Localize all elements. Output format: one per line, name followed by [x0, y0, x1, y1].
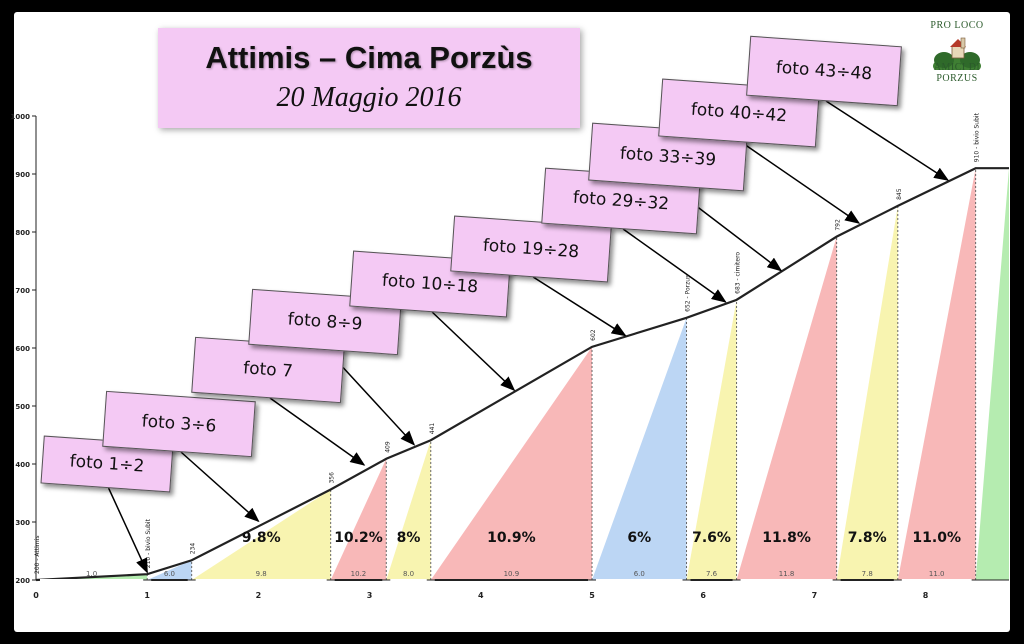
elevation-point-label: 356	[329, 472, 336, 484]
segment-area-5	[430, 346, 592, 580]
y-tick-label: 700	[15, 287, 30, 295]
x-tick-label: 8	[923, 591, 929, 600]
title-box: Attimis – Cima Porzùs 20 Maggio 2016	[158, 28, 580, 128]
elevation-point-label: 792	[835, 219, 842, 231]
callout-arrow	[107, 487, 148, 574]
logo-bottom-text: AMICI DI PORZUS	[933, 62, 981, 84]
segment-axis-label: 7.8	[862, 570, 873, 578]
segment-area-7	[686, 299, 737, 580]
x-tick-label: 7	[812, 591, 818, 600]
elevation-point-label: 652 - Porzus	[685, 275, 692, 312]
segment-axis-label: 11.0	[929, 570, 945, 578]
gradient-label: 6%	[627, 530, 651, 546]
x-tick-label: 1	[144, 591, 150, 600]
elevation-point-label: 845	[896, 188, 903, 200]
y-tick-label: 200	[15, 577, 30, 585]
photo-callout: foto 43÷48	[746, 35, 902, 107]
y-tick-label: 800	[15, 229, 30, 237]
segment-axis-label: 7.6	[706, 570, 718, 578]
segment-axis-label: 9.8	[256, 570, 267, 578]
segment-area-11	[975, 168, 1009, 580]
y-tick-label: 600	[15, 345, 30, 353]
y-tick-label: 400	[15, 461, 30, 469]
logo-top-text: PRO LOCO	[930, 20, 984, 31]
segment-area-1	[147, 560, 192, 580]
x-tick-label: 0	[33, 591, 39, 600]
callout-arrow	[180, 451, 260, 523]
segment-area-4	[386, 440, 431, 580]
y-tick-label: 300	[15, 519, 30, 527]
y-tick-label: 1000	[11, 113, 31, 121]
segment-axis-label: 1.0	[86, 570, 97, 578]
gradient-label: 8%	[397, 530, 421, 546]
segment-axis-label: 10.9	[504, 570, 520, 578]
x-tick-label: 3	[367, 591, 373, 600]
photo-callout: foto 3÷6	[102, 390, 256, 458]
chart-title: Attimis – Cima Porzùs	[205, 40, 533, 75]
segment-axis-label: 6.0	[164, 570, 175, 578]
pro-loco-logo: PRO LOCO AMICI DI PORZUS	[912, 18, 1002, 90]
segment-area-6	[592, 317, 687, 580]
callout-arrow	[740, 141, 861, 224]
callout-arrow	[532, 276, 627, 337]
gradient-label: 11.0%	[912, 530, 961, 546]
gradient-label: 10.9%	[487, 530, 536, 546]
segment-axis-label: 10.2	[351, 570, 367, 578]
elevation-point-label: 441	[429, 423, 436, 435]
segment-area-9	[836, 205, 898, 580]
gradient-label: 9.8%	[242, 530, 281, 546]
callout-arrow	[622, 228, 727, 303]
segment-area-3	[330, 458, 387, 580]
elevation-point-label: 200 - Attimis	[34, 536, 41, 574]
y-tick-label: 500	[15, 403, 30, 411]
x-tick-label: 5	[589, 591, 595, 600]
segment-axis-label: 6.0	[634, 570, 645, 578]
gradient-label: 7.8%	[848, 530, 887, 546]
gradient-label: 10.2%	[334, 530, 383, 546]
elevation-point-label: 234	[190, 543, 197, 555]
y-tick-label: 900	[15, 171, 30, 179]
gradient-label: 11.8%	[762, 530, 811, 546]
x-tick-label: 2	[256, 591, 262, 600]
segment-area-2	[191, 489, 331, 580]
callout-arrow	[825, 100, 950, 181]
elevation-point-label: 409	[384, 441, 391, 453]
elevation-point-label: 910 - bivio Subit	[974, 112, 981, 162]
segment-axis-label: 8.0	[403, 570, 414, 578]
elevation-point-label: 602	[590, 329, 597, 341]
elevation-point-label: 210 - bivio Subit	[145, 518, 152, 568]
elevation-profile-line	[35, 167, 1009, 582]
callout-arrow	[269, 397, 366, 466]
gradient-label: 7.6%	[692, 530, 731, 546]
chart-subtitle: 20 Maggio 2016	[276, 82, 462, 113]
elevation-point-label: 683 - cimitero	[735, 252, 742, 294]
x-tick-label: 6	[700, 591, 706, 600]
x-tick-label: 4	[478, 591, 484, 600]
segment-area-8	[736, 236, 837, 580]
callout-arrow	[431, 311, 516, 392]
segment-area-10	[897, 168, 976, 580]
segment-axis-label: 11.8	[779, 570, 795, 578]
church-on-hill-icon	[933, 37, 981, 70]
